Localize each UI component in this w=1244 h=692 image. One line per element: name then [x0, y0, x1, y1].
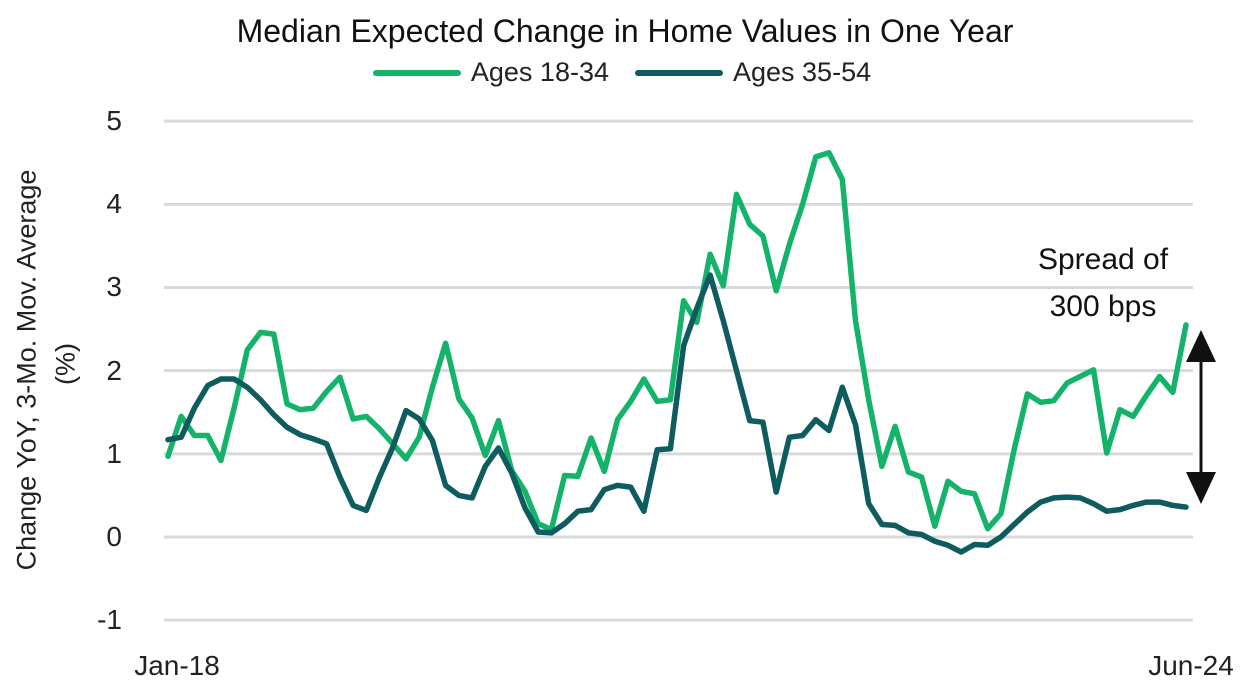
y-tick-label: 4: [106, 188, 122, 220]
chart-title: Median Expected Change in Home Values in…: [236, 13, 1014, 49]
legend-item-ages-18-34: Ages 18-34: [372, 57, 609, 88]
y-tick-label: 3: [106, 271, 122, 303]
x-tick-label-start: Jan-18: [134, 650, 220, 681]
spread-arrow: [1186, 330, 1216, 504]
y-tick-label: 1: [106, 437, 122, 469]
legend-swatch-green: [372, 69, 461, 76]
spread-annotation-line2: 300 bps: [1049, 290, 1157, 323]
y-tick-label: -1: [97, 604, 122, 636]
legend-label: Ages 18-34: [470, 57, 609, 87]
y-axis-title: Change YoY, 3-Mo. Mov. Average: [11, 169, 42, 571]
series-lines: [165, 150, 1189, 555]
y-tick-label: 0: [106, 521, 122, 552]
x-tick-label-end: Jun-24: [1148, 650, 1234, 681]
legend-label: Ages 35-54: [733, 57, 872, 87]
series-line-ages-18-34: [165, 150, 1189, 533]
spread-annotation: Spread of 300 bps: [1008, 236, 1198, 330]
y-tick-label: 2: [106, 354, 122, 386]
legend: Ages 18-34 Ages 35-54: [0, 57, 1244, 88]
series-line-ages-35-54: [165, 272, 1189, 555]
legend-item-ages-35-54: Ages 35-54: [635, 57, 871, 88]
gridlines: [164, 119, 1193, 622]
legend-swatch-teal: [635, 69, 723, 76]
spread-annotation-line1: Spread of: [1037, 243, 1169, 276]
y-tick-label: 5: [106, 105, 122, 137]
